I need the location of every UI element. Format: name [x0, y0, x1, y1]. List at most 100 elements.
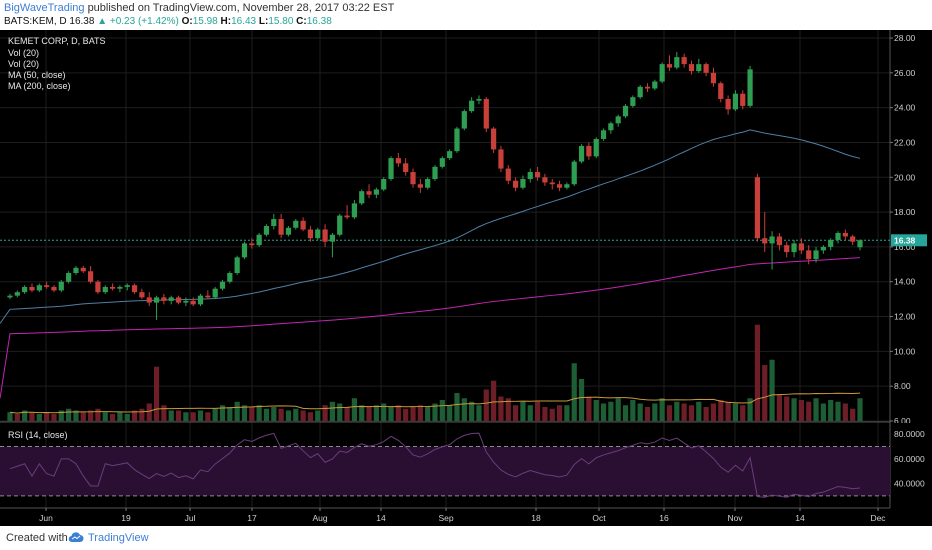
- tradingview-brand-link[interactable]: TradingView: [88, 532, 149, 544]
- candle-body: [410, 172, 416, 185]
- volume-bar: [556, 405, 563, 421]
- symbol-label: BATS:KEM, D: [4, 16, 67, 27]
- candle-body: [666, 64, 673, 68]
- candle-body: [388, 158, 394, 180]
- time-axis[interactable]: Jun 19 Jul 17 Aug 14 Sep 18 Oct 16 Nov 14 Dec: [39, 508, 886, 523]
- candle-body: [681, 57, 687, 65]
- candle-body: [527, 172, 533, 180]
- candle-body: [66, 273, 72, 282]
- last-price-tag: [891, 234, 927, 247]
- time-tick-label: Oct: [592, 513, 606, 523]
- candle-body: [73, 267, 79, 274]
- candle-body: [263, 226, 270, 235]
- legend-vol-1: Vol (20): [8, 48, 39, 58]
- candle-body: [146, 297, 152, 303]
- volume-bar: [534, 401, 541, 421]
- volume-bar: [608, 401, 614, 421]
- volume-bar: [600, 403, 607, 421]
- high-label: H:: [220, 16, 232, 27]
- volume-bar: [593, 400, 599, 421]
- candle-body: [476, 98, 482, 101]
- volume-bar: [578, 379, 585, 421]
- candle-body: [359, 191, 365, 204]
- price-tick-label: 10.00: [894, 346, 916, 356]
- price-tick-label: 22.00: [894, 137, 916, 147]
- candle-body: [842, 232, 848, 237]
- price-tick-label: 18.00: [894, 207, 916, 217]
- candle-body: [769, 236, 775, 244]
- volume-bar: [447, 405, 453, 421]
- volume-bar: [14, 414, 20, 421]
- volume-bar: [315, 410, 321, 421]
- volume-bar: [175, 410, 182, 421]
- candle-body: [469, 100, 475, 112]
- volume-bar: [249, 407, 255, 421]
- volume-bar: [351, 398, 357, 421]
- candle-body: [315, 229, 321, 239]
- volume-bar: [366, 407, 372, 421]
- candle-body: [95, 281, 101, 293]
- volume-bar: [300, 410, 306, 421]
- candle-body: [644, 86, 651, 89]
- price-chart[interactable]: 28.00 26.00 24.00 22.00 20.00 18.00 16.00 14.00…: [0, 30, 932, 526]
- candle-body: [234, 257, 240, 274]
- candle-body: [351, 203, 357, 218]
- candle-body: [747, 69, 753, 106]
- candle-body: [271, 219, 277, 227]
- volume-bar: [740, 405, 746, 421]
- time-tick-label: 16: [659, 513, 669, 523]
- candle-body: [131, 285, 138, 293]
- candle-body: [293, 220, 299, 228]
- volume-bar: [505, 398, 511, 421]
- candle-body: [600, 130, 607, 139]
- candles: [7, 51, 863, 321]
- open-label: O:: [181, 16, 193, 27]
- volume-bar: [439, 400, 445, 421]
- volume-bar: [857, 398, 863, 421]
- volume-bar: [564, 405, 570, 421]
- volume-bar: [586, 396, 592, 421]
- candle-body: [520, 179, 526, 188]
- candle-body: [212, 288, 218, 298]
- candle-body: [659, 64, 665, 82]
- volume-bar: [359, 405, 365, 421]
- time-tick-label: 19: [121, 513, 131, 523]
- candle-body: [674, 57, 680, 68]
- candle-body: [754, 177, 761, 239]
- volume-bar: [410, 407, 416, 421]
- candle-body: [337, 215, 343, 235]
- candle-body: [549, 182, 555, 185]
- candle-body: [80, 267, 86, 272]
- time-tick-label: 18: [531, 513, 541, 523]
- publish-text: published on TradingView.com, November 2…: [87, 2, 395, 14]
- author-link[interactable]: BigWaveTrading: [4, 2, 85, 14]
- rsi-tick-label: 40.0000: [894, 479, 925, 489]
- volume-bar: [637, 403, 643, 421]
- rsi-band: [0, 446, 890, 496]
- volume-bar: [461, 398, 467, 421]
- candle-body: [578, 145, 585, 162]
- candle-body: [732, 93, 739, 110]
- volume-bar: [835, 401, 841, 421]
- publish-line: BigWaveTrading published on TradingView.…: [4, 2, 394, 14]
- candle-body: [718, 83, 724, 99]
- volume-bar: [168, 410, 174, 421]
- candle-body: [542, 177, 548, 183]
- candle-body: [505, 168, 511, 181]
- volume-bar: [212, 408, 218, 421]
- rsi-tick-label: 60.0000: [894, 454, 925, 464]
- volume-bar: [498, 396, 504, 421]
- chart-area[interactable]: 28.00 26.00 24.00 22.00 20.00 18.00 16.00 14.00…: [0, 30, 932, 526]
- candle-body: [534, 172, 541, 178]
- candle-body: [14, 292, 20, 296]
- low-value: 15.80: [268, 16, 294, 27]
- candle-body: [710, 72, 717, 84]
- volume-bar: [527, 405, 533, 421]
- volume-bar: [161, 405, 167, 421]
- candle-body: [256, 234, 262, 246]
- candle-body: [58, 281, 64, 291]
- volume-bars: [7, 324, 863, 421]
- volume-bar: [703, 407, 709, 421]
- candle-body: [7, 295, 13, 298]
- candle-body: [813, 250, 819, 260]
